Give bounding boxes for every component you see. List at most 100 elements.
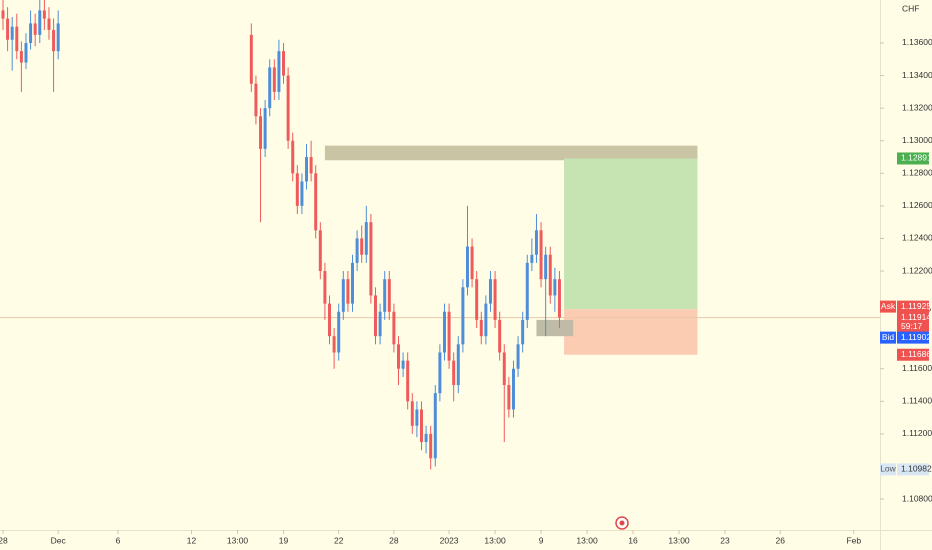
y-tick-label: 1.13200: [902, 102, 932, 112]
candle-body: [328, 303, 332, 337]
x-tick-label: 19: [279, 535, 289, 545]
candle-body: [355, 238, 359, 263]
price-badge-value: 1.11925: [901, 301, 931, 311]
candle-body: [397, 344, 400, 369]
x-tick-label: 13:00: [227, 535, 249, 545]
x-tick-label: Feb: [846, 535, 861, 545]
x-tick-label: 26: [775, 535, 785, 545]
candle-body: [470, 246, 474, 280]
price-badge-value: 1.11914: [901, 312, 931, 322]
candle-body: [291, 140, 295, 174]
candle-body: [383, 279, 387, 312]
zone: [564, 158, 698, 310]
x-tick-label: 12: [187, 535, 197, 545]
y-tick-label: 1.10800: [902, 493, 932, 503]
candle-body: [318, 230, 322, 272]
candle-body: [341, 279, 345, 312]
x-tick-label: 2023: [440, 535, 459, 545]
candle-body: [415, 409, 419, 426]
candle-body: [516, 344, 520, 369]
y-tick-label: 1.13400: [902, 70, 932, 80]
currency-label: CHF: [902, 3, 919, 13]
y-tick-label: 1.11200: [902, 428, 932, 438]
candle-body: [557, 279, 561, 318]
zone: [324, 145, 698, 161]
candle-body: [52, 29, 56, 52]
price-tag: [880, 300, 896, 313]
zone: [536, 319, 574, 337]
candle-body: [254, 83, 258, 117]
candle-body: [498, 319, 502, 353]
candle-body: [272, 67, 276, 92]
countdown: 59:17: [901, 321, 923, 331]
candle-body: [19, 51, 23, 63]
price-badge: [897, 300, 929, 313]
price-badge: [897, 331, 929, 344]
candle-body: [424, 433, 428, 443]
candle-body: [534, 230, 538, 255]
candle-body: [410, 401, 414, 426]
price-tag-label: Bid: [882, 332, 895, 342]
candle-body: [309, 157, 313, 174]
candle-body: [351, 262, 355, 304]
candle-body: [263, 108, 267, 149]
candle-body: [544, 254, 548, 280]
price-badge: [897, 152, 929, 165]
x-tick-label: 13:00: [576, 535, 598, 545]
candle-body: [401, 360, 405, 369]
candle-body: [502, 352, 506, 386]
candle-body: [374, 295, 377, 337]
candle-body: [29, 23, 33, 43]
x-tick-label: Dec: [51, 535, 67, 545]
candle-body: [10, 26, 14, 40]
candle-body: [392, 311, 396, 345]
candle-body: [38, 10, 42, 35]
candle-body: [479, 319, 483, 337]
candle-body: [337, 311, 341, 353]
candle-body: [539, 230, 543, 280]
candle-body: [429, 433, 433, 459]
price-tag-label: Ask: [881, 301, 896, 311]
y-tick-label: 1.13000: [902, 135, 932, 145]
price-badge-value: 1.11686: [901, 349, 931, 359]
candle-body: [15, 26, 19, 52]
candle-body: [484, 303, 488, 337]
candle-body: [24, 42, 28, 63]
candle-body: [465, 246, 469, 288]
y-tick-label: 1.11400: [902, 396, 932, 406]
candle-body: [548, 254, 552, 296]
candle-body: [282, 51, 286, 76]
candle-body: [447, 311, 451, 361]
logo-icon: [615, 516, 629, 530]
candle-body: [300, 181, 304, 206]
candle-body: [286, 75, 290, 141]
candle-body: [346, 279, 350, 304]
candle-body: [314, 173, 318, 231]
candle-body: [249, 34, 253, 84]
price-badge: [897, 348, 929, 361]
candle-body: [277, 51, 281, 92]
candle-body: [530, 254, 534, 263]
zone: [564, 309, 698, 355]
candle-body: [419, 409, 423, 443]
candle-body: [493, 279, 497, 320]
candle-body: [6, 18, 10, 40]
candle-body: [452, 360, 456, 386]
x-tick-label: 28: [389, 535, 399, 545]
price-badge-value: 1.12891: [901, 153, 932, 163]
candle-body: [442, 311, 446, 353]
candle-body: [295, 173, 299, 206]
y-tick-label: 1.12400: [902, 233, 932, 243]
candle-body: [323, 271, 327, 304]
candle-body: [332, 336, 336, 353]
candle-body: [406, 360, 410, 402]
candle-body: [438, 352, 442, 394]
candle-body: [47, 18, 51, 30]
candle-body: [360, 238, 364, 255]
x-tick-label: 13:00: [484, 535, 506, 545]
candle-body: [387, 279, 391, 312]
y-tick-label: 1.13600: [902, 37, 932, 47]
x-tick-label: 6: [116, 535, 121, 545]
candle-body: [369, 222, 373, 296]
